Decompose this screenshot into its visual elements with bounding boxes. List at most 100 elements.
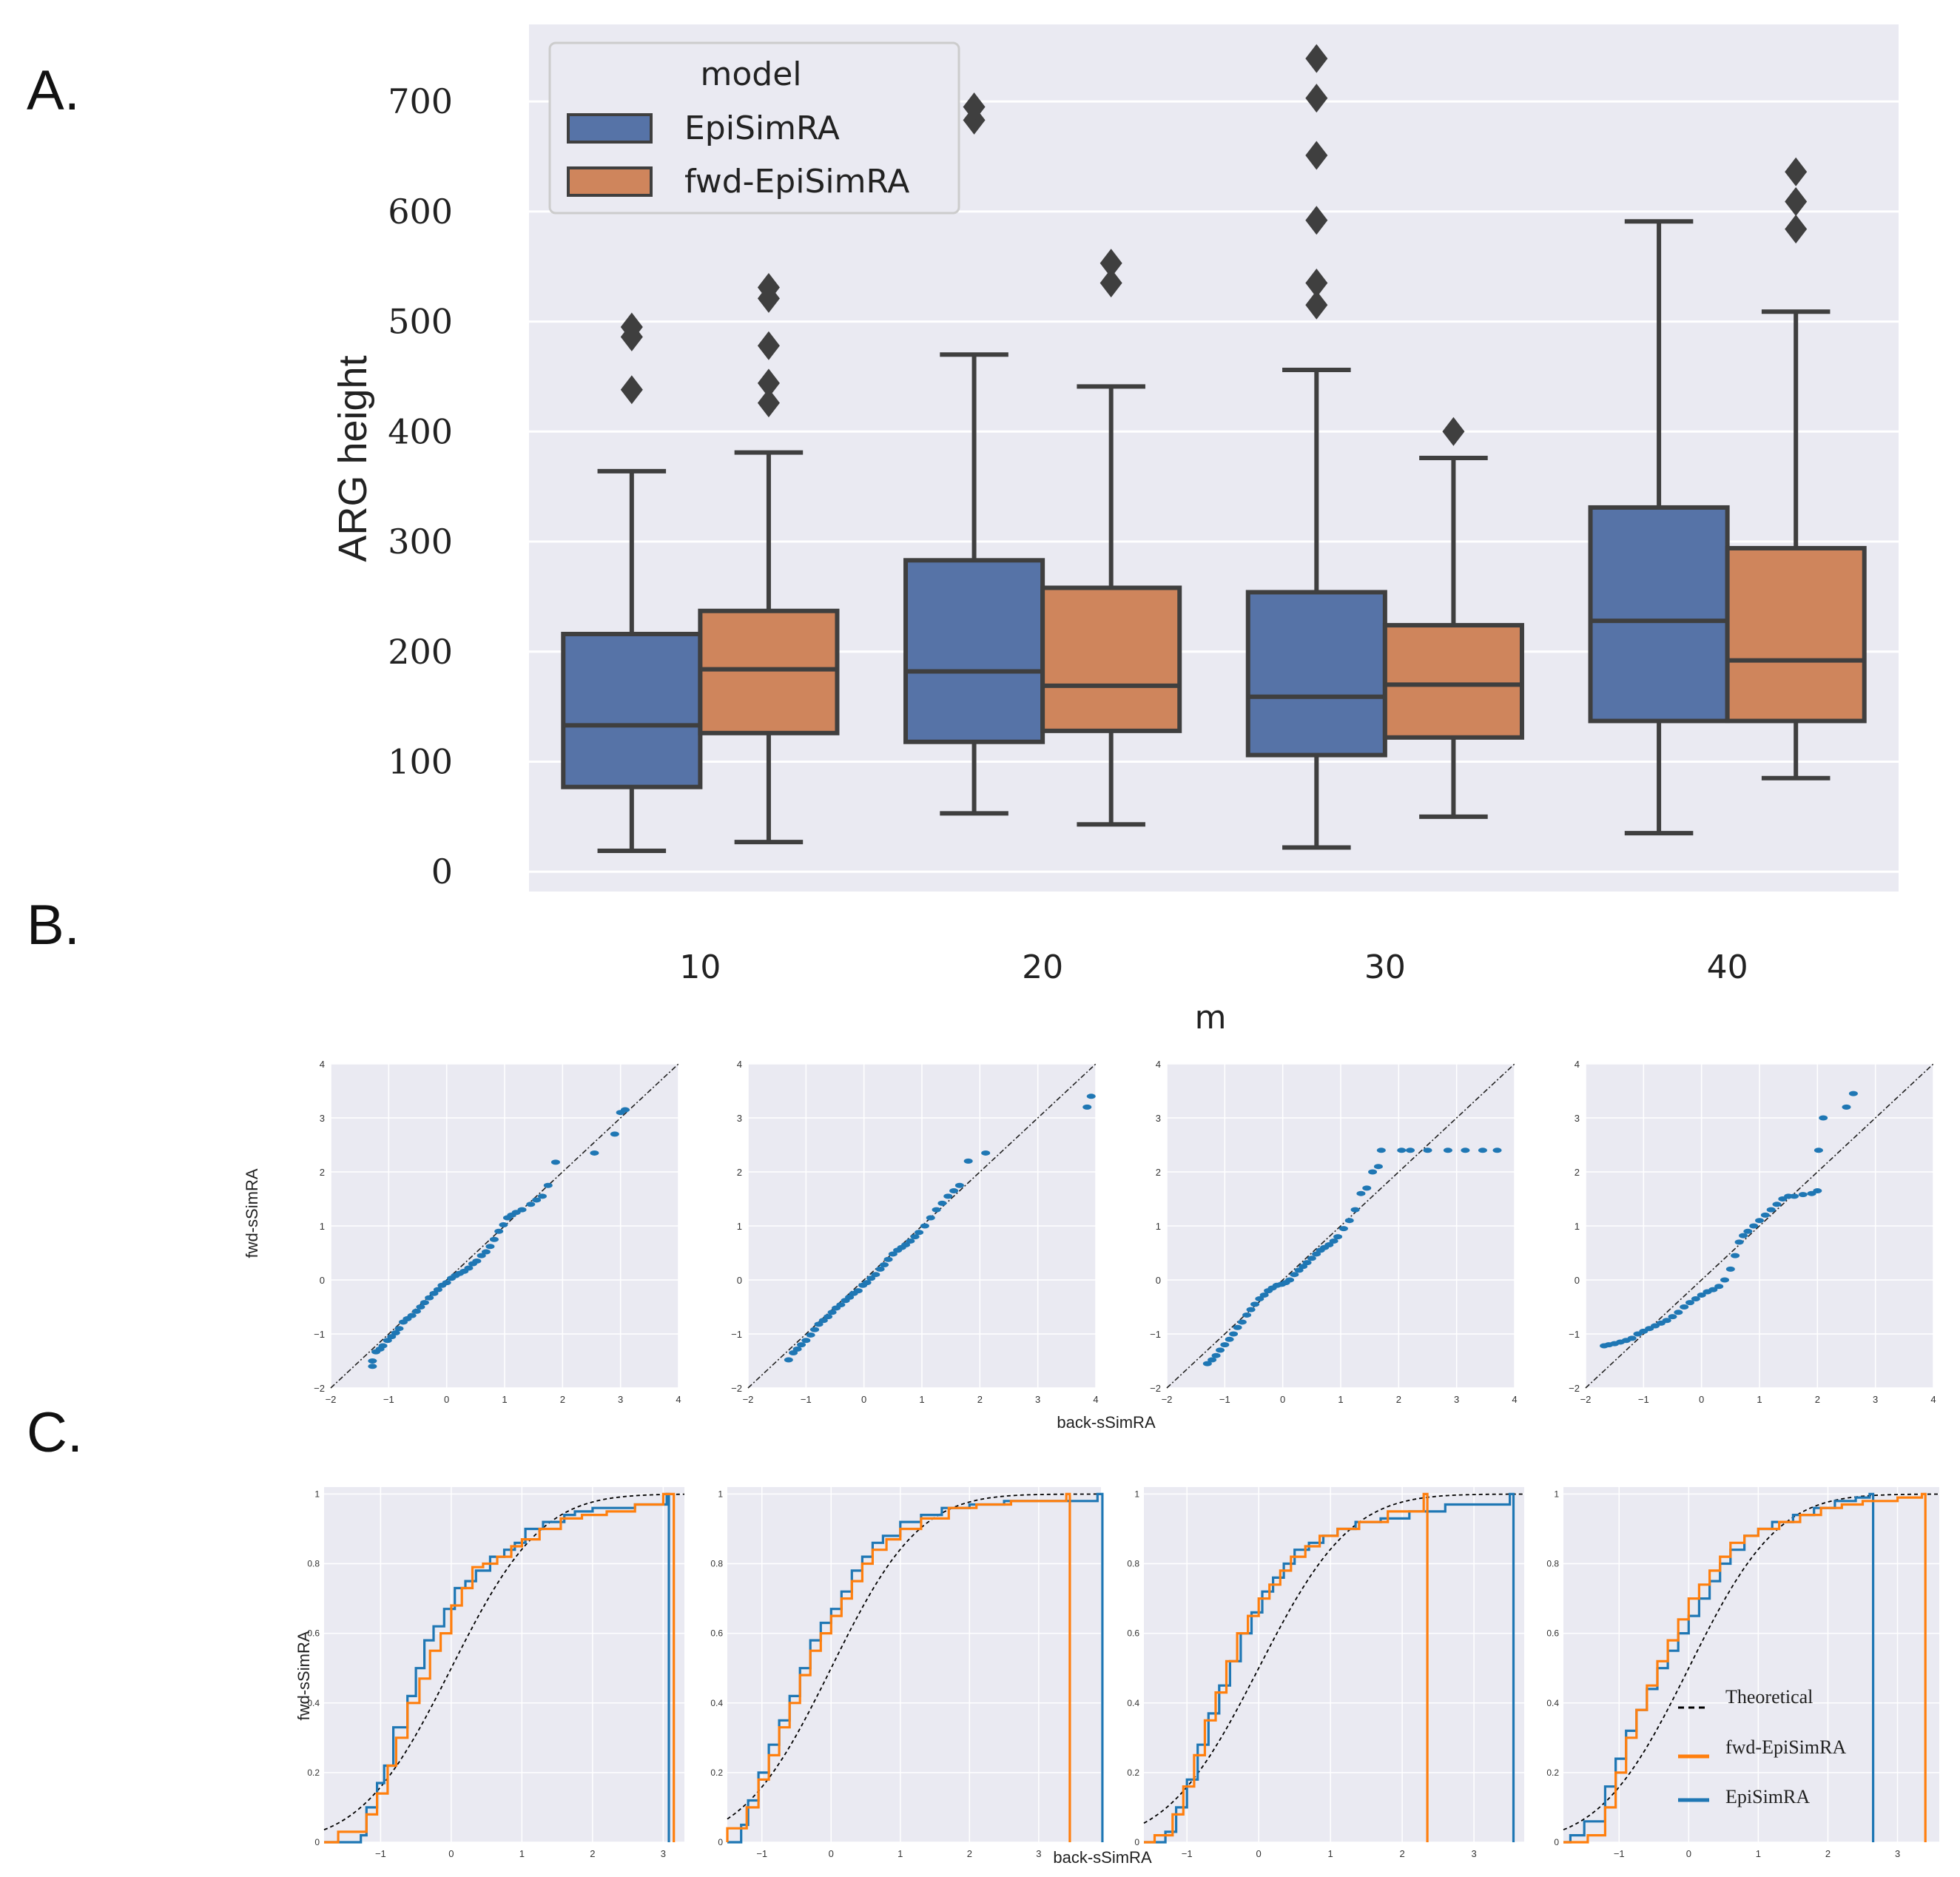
ecdf-x-tick-label: 0 xyxy=(829,1848,834,1859)
qq-point xyxy=(1755,1218,1764,1224)
ecdf-panel-2: −1 0 1 2 3 0 0.2 0.4 0.6 0.8 1 xyxy=(710,1487,1104,1859)
qq-y-tick-label: 1 xyxy=(737,1221,742,1232)
qq-point xyxy=(1202,1361,1212,1367)
qq-point xyxy=(1299,1264,1308,1270)
qq-y-tick-label: −1 xyxy=(1569,1329,1580,1340)
qq-point xyxy=(1255,1296,1264,1302)
qq-y-tick-label: 1 xyxy=(1156,1221,1161,1232)
qq-point xyxy=(532,1197,542,1203)
qq-point xyxy=(1246,1307,1256,1312)
legend-swatch-episimra xyxy=(567,113,653,144)
qq-y-tick-label: 0 xyxy=(320,1275,325,1286)
x-tick-label-30: 30 xyxy=(1364,948,1406,986)
ecdf-y-tick-label: 0.6 xyxy=(1546,1628,1559,1639)
qq-point xyxy=(1211,1352,1221,1358)
qq-point xyxy=(1749,1223,1759,1229)
qq-y-tick-label: 1 xyxy=(320,1221,325,1232)
qq-point xyxy=(1312,1251,1321,1257)
ecdf-plot-area xyxy=(1144,1487,1524,1842)
qq-point xyxy=(949,1188,959,1194)
qq-x-tick-label: 0 xyxy=(1699,1394,1704,1405)
qq-y-tick-label: 2 xyxy=(320,1167,325,1178)
outlier-fwd-episimra-40-1 xyxy=(1785,186,1808,216)
legend-entry-episimra-c: EpiSimRA xyxy=(1725,1786,1810,1807)
qq-point xyxy=(610,1131,619,1137)
qq-point xyxy=(550,1159,560,1165)
qq-point xyxy=(537,1193,547,1199)
outlier-episimra-30-4 xyxy=(1305,84,1328,113)
qq-point xyxy=(1285,1277,1295,1283)
boxplot-chart: 0 100 200 300 400 500 600 700 10 20 30 40 m ARG he… xyxy=(331,24,1899,1037)
qq-point xyxy=(1329,1238,1338,1244)
qq-panel-2: −2 −1 0 1 2 3 4 −2 −1 0 1 2 3 4 xyxy=(731,1059,1098,1405)
box-episimra-30 xyxy=(1245,590,1387,758)
ecdf-y-tick-label: 0.8 xyxy=(1546,1559,1559,1569)
qq-point xyxy=(1819,1115,1828,1121)
qq-point xyxy=(485,1244,495,1250)
qq-point xyxy=(1743,1228,1753,1234)
qq-point xyxy=(1697,1292,1706,1298)
qq-point xyxy=(1720,1277,1729,1283)
qq-point xyxy=(472,1258,482,1264)
box-episimra-10 xyxy=(561,631,703,789)
qq-x-tick-label: 1 xyxy=(1757,1394,1762,1405)
qq-point xyxy=(1397,1148,1407,1153)
qq-point xyxy=(1842,1104,1851,1110)
outlier-episimra-10-2 xyxy=(620,312,643,342)
qq-point xyxy=(1731,1253,1740,1258)
qq-point xyxy=(1492,1148,1502,1153)
qq-x-tick-label: 0 xyxy=(861,1394,866,1405)
qq-point xyxy=(1362,1185,1372,1191)
qq-point xyxy=(853,1288,863,1294)
ecdf-x-tick-label: 1 xyxy=(519,1848,525,1859)
qq-x-tick-label: −1 xyxy=(1638,1394,1649,1405)
qq-point xyxy=(1627,1335,1637,1341)
legend-title: model xyxy=(700,55,801,93)
qq-point xyxy=(391,1330,400,1336)
ecdf-y-tick-label: 0.6 xyxy=(307,1628,320,1639)
ecdf-theoretical-curve xyxy=(323,1493,685,1830)
qq-point xyxy=(499,1222,508,1228)
qq-point xyxy=(1478,1148,1487,1153)
outlier-episimra-10-0 xyxy=(620,375,643,405)
outlier-episimra-30-0 xyxy=(1305,290,1328,320)
ecdf-step-fwd-episimra xyxy=(324,1492,676,1844)
qq-point xyxy=(1662,1318,1671,1324)
ecdf-y-tick-label: 0.4 xyxy=(1127,1698,1139,1708)
ecdf-x-tick-label: 0 xyxy=(1256,1848,1262,1859)
qq-point xyxy=(920,1223,929,1229)
qq-panel-1: −2 −1 0 1 2 3 4 −2 −1 0 1 2 3 4 xyxy=(314,1059,681,1405)
qq-point xyxy=(981,1150,991,1156)
ecdf-panel-3: −1 0 1 2 3 0 0.2 0.4 0.6 0.8 1 xyxy=(1127,1487,1524,1859)
box-episimra-20 xyxy=(903,558,1045,744)
x-tick-label-10: 10 xyxy=(679,948,721,986)
qq-point xyxy=(429,1290,439,1296)
ecdf-y-tick-label: 0.2 xyxy=(307,1768,320,1778)
qq-point xyxy=(1259,1292,1269,1298)
qq-point xyxy=(1225,1336,1234,1342)
qq-point xyxy=(1242,1312,1252,1318)
ecdf-y-tick-label: 0.6 xyxy=(1127,1628,1139,1639)
qq-point xyxy=(866,1276,876,1281)
qq-point xyxy=(784,1357,793,1363)
qq-point xyxy=(442,1280,451,1286)
qq-point xyxy=(1302,1260,1312,1266)
ecdf-x-tick-label: 1 xyxy=(1328,1848,1333,1859)
ecdf-step-fwd-episimra xyxy=(726,1492,1071,1842)
qq-y-tick-label: 0 xyxy=(1156,1275,1161,1286)
qq-point xyxy=(416,1304,425,1310)
qq-point xyxy=(871,1272,880,1278)
qq-point xyxy=(1208,1357,1217,1363)
qq-x-tick-label: 1 xyxy=(919,1394,924,1405)
qq-scatter-row: −2 −1 0 1 2 3 4 −2 −1 0 1 2 3 4 −2 −1 0 1 2 3 4 −2 −1 0 1 2 3 4 −2 −1… xyxy=(314,1059,1936,1405)
ecdf-x-tick-label: 3 xyxy=(1471,1848,1476,1859)
ecdf-x-axis-label: back-sSimRA xyxy=(1053,1848,1152,1867)
qq-point xyxy=(1376,1148,1386,1153)
ecdf-legend: Theoretical fwd-EpiSimRA EpiSimRA xyxy=(1678,1686,1846,1807)
qq-y-tick-label: −2 xyxy=(731,1383,742,1394)
ecdf-x-tick-label: 2 xyxy=(1400,1848,1405,1859)
outlier-fwd-episimra-20-1 xyxy=(1099,249,1122,278)
x-tick-label-40: 40 xyxy=(1707,948,1748,986)
qq-point xyxy=(818,1318,828,1324)
qq-point xyxy=(378,1343,388,1349)
